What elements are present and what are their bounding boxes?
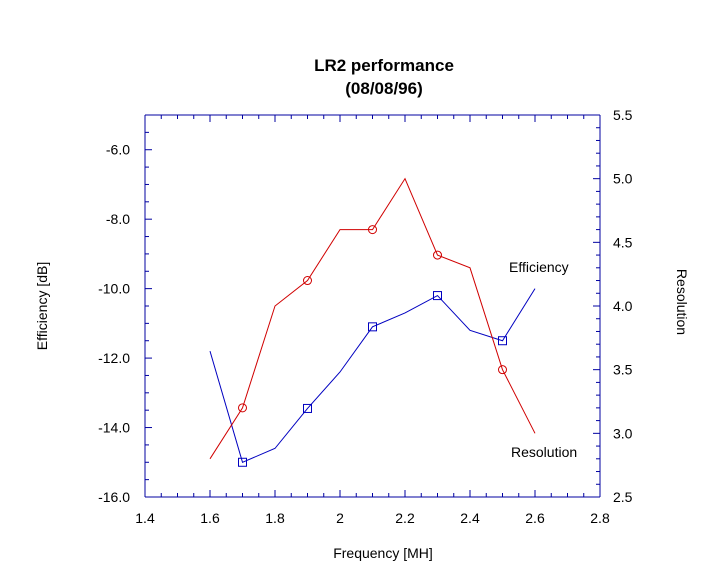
series-line-efficiency [209,288,536,463]
data-point-resolution [303,276,312,286]
data-point-efficiency [498,336,507,346]
data-point-efficiency [303,403,312,413]
y-left-tick-label: -12.0 [98,350,130,366]
series-label-efficiency: Efficiency [509,259,569,275]
x-tick-label: 2.4 [460,510,480,526]
x-tick-label: 1.4 [135,510,155,526]
y-axis-left-label: Efficiency [dB] [34,262,50,350]
ticks [144,114,601,498]
data-point-resolution [498,365,507,375]
x-axis-label: Frequency [MH] [333,545,433,561]
y-right-tick-label: 5.0 [613,171,633,187]
data-point-efficiency [433,291,442,301]
x-tick-label: 1.6 [200,510,220,526]
y-left-tick-label: -10.0 [98,281,130,297]
data-point-resolution [368,225,377,235]
y-right-tick-label: 3.0 [613,425,633,441]
x-tick-label: 2.6 [525,510,545,526]
data-point-resolution [433,250,442,260]
data-point-resolution [238,403,247,413]
tick-labels: 1.4 1.6 1.8 2 2.2 2.4 2.6 2.8 -6.0 -8.0 -10.0 -12.0… [98,107,633,526]
y-right-tick-label: 3.5 [613,362,633,378]
data-point-efficiency [238,457,247,467]
series-lines [209,177,536,463]
x-tick-label: 2 [336,510,344,526]
axes [144,114,601,498]
y-right-tick-label: 4.0 [613,298,633,314]
y-right-tick-label: 5.5 [613,107,633,123]
y-left-tick-label: -14.0 [98,420,130,436]
y-right-tick-label: 4.5 [613,234,633,250]
y-left-tick-label: -8.0 [106,211,130,227]
x-tick-label: 1.8 [265,510,285,526]
y-left-tick-label: -16.0 [98,489,130,505]
data-point-efficiency [368,322,377,332]
series-label-resolution: Resolution [511,444,577,460]
x-tick-label: 2.2 [395,510,415,526]
series-line-resolution [209,177,536,460]
series-markers [238,225,507,467]
y-axis-right-label: Resolution [674,269,690,335]
chart-subtitle: (08/08/96) [345,79,423,98]
x-tick-label: 2.8 [590,510,610,526]
chart-title: LR2 performance [314,56,454,75]
y-left-tick-label: -6.0 [106,142,130,158]
y-right-tick-label: 2.5 [613,489,633,505]
